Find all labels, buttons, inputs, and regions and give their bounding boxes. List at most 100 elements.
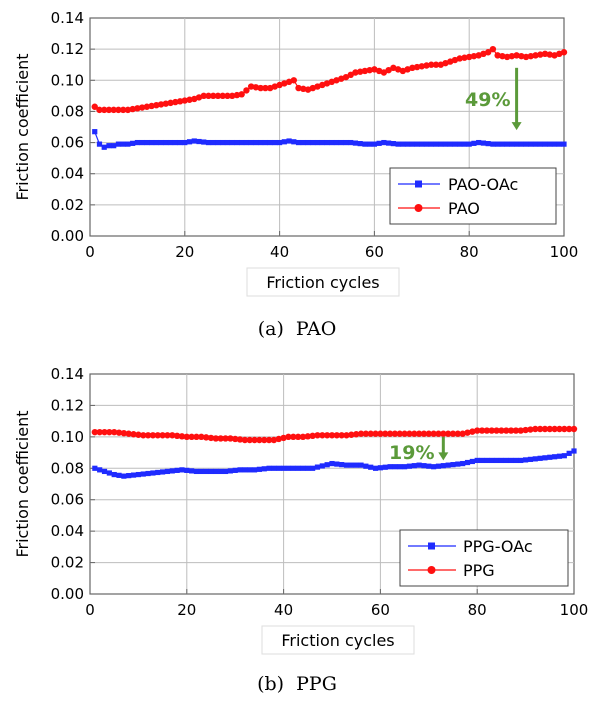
data-point-pao-oac: [182, 139, 188, 146]
data-point-pao-oac: [509, 141, 515, 147]
data-point-ppg: [130, 431, 137, 438]
y-tick-labels: 0.00 0.02 0.04 0.06 0.08 0.10 0.12 0.14: [51, 365, 84, 603]
data-point-pao: [157, 101, 165, 108]
data-point-ppg: [459, 430, 466, 437]
data-point-ppg: [386, 430, 394, 437]
data-point-ppg-oac: [542, 455, 548, 461]
legend-marker-ppg-oac: [428, 542, 435, 550]
data-point-pao: [461, 54, 468, 61]
data-point-pao-oac: [229, 139, 235, 146]
data-point-ppg-oac: [97, 467, 103, 473]
data-point-ppg-oac: [382, 464, 388, 470]
data-point-ppg-oac: [523, 457, 529, 463]
data-point-pao: [172, 98, 179, 106]
data-point-pao: [342, 73, 350, 81]
data-point-ppg-oac: [518, 457, 524, 464]
data-point-pao-oac: [139, 139, 145, 146]
data-point-pao-oac: [367, 141, 373, 147]
y-tick-label: 0.06: [51, 491, 84, 509]
chart-ppg: 0.00 0.02 0.04 0.06 0.08 0.10 0.12 0.14 0 20 40 60…: [13, 365, 588, 695]
data-point-ppg: [188, 433, 195, 441]
data-point-pao-oac: [476, 139, 482, 146]
data-point-ppg: [396, 430, 403, 437]
data-point-pao: [115, 106, 122, 114]
data-point-ppg: [507, 427, 515, 434]
data-point-pao-oac: [490, 141, 496, 147]
data-point-ppg: [314, 432, 321, 439]
y-tick-label: 0.14: [51, 365, 84, 383]
data-point-pao: [527, 52, 535, 60]
legend-label-pao: PAO: [448, 199, 480, 218]
data-point-ppg-oac: [406, 463, 413, 469]
data-point-ppg-oac: [561, 453, 567, 459]
data-point-ppg-oac: [256, 466, 262, 472]
data-point-pao-oac: [258, 139, 264, 146]
data-point-pao: [200, 92, 207, 100]
x-tick-label: 80: [468, 601, 487, 619]
data-point-ppg-oac: [339, 462, 345, 468]
data-point-ppg: [256, 436, 263, 444]
data-point-pao-oac: [163, 139, 169, 146]
data-point-pao: [546, 51, 553, 58]
data-point-pao: [153, 102, 160, 109]
data-point-ppg-oac: [334, 461, 340, 467]
data-point-pao-oac: [205, 139, 212, 146]
data-point-ppg-oac: [440, 463, 446, 469]
data-point-ppg: [377, 430, 384, 437]
data-point-pao-oac: [186, 139, 193, 145]
data-point-pao: [143, 103, 151, 110]
data-point-pao-oac: [556, 141, 562, 147]
data-point-ppg-oac: [566, 450, 572, 456]
data-point-ppg-oac: [435, 463, 442, 469]
data-point-ppg: [551, 425, 558, 433]
data-point-ppg-oac: [203, 468, 209, 475]
y-tick-label: 0.04: [51, 165, 84, 183]
data-point-ppg: [353, 431, 360, 438]
data-point-ppg-oac: [155, 469, 161, 476]
data-point-pao-oac: [286, 138, 292, 144]
data-point-ppg-oac: [208, 468, 214, 475]
data-point-ppg-oac: [145, 470, 151, 477]
data-point-pao: [210, 92, 217, 100]
data-point-pao-oac: [191, 138, 197, 144]
data-point-ppg-oac: [387, 464, 393, 470]
data-point-pao: [423, 62, 430, 69]
data-point-ppg: [357, 430, 365, 437]
data-point-ppg: [541, 425, 549, 433]
data-point-pao: [176, 98, 184, 105]
data-point-pao: [494, 52, 501, 59]
data-point-ppg: [546, 425, 553, 433]
data-point-ppg-oac: [106, 470, 112, 476]
data-point-pao-oac: [348, 139, 354, 146]
data-point-ppg: [232, 435, 239, 443]
data-point-pao-oac: [201, 139, 207, 145]
data-point-pao: [409, 64, 416, 72]
data-point-pao-oac: [329, 139, 335, 146]
data-point-pao: [205, 92, 212, 100]
legend-marker-ppg: [427, 566, 436, 574]
data-point-pao-oac: [433, 141, 439, 147]
data-point-pao-oac: [272, 139, 278, 146]
data-point-ppg: [561, 425, 568, 433]
data-point-pao: [124, 106, 132, 114]
y-tick-label: 0.12: [51, 396, 84, 414]
data-point-pao-oac: [357, 141, 363, 147]
data-point-ppg-oac: [513, 457, 519, 464]
y-tick-label: 0.14: [51, 9, 84, 27]
y-tick-labels: 0.00 0.02 0.04 0.06 0.08 0.10 0.12 0.14: [51, 9, 84, 245]
data-point-pao: [290, 77, 298, 84]
data-point-ppg-oac: [295, 465, 301, 471]
data-point-ppg-oac: [353, 462, 359, 468]
data-point-pao-oac: [291, 139, 297, 145]
legend-box: [389, 167, 557, 225]
data-point-pao: [247, 83, 255, 90]
data-point-ppg-oac: [464, 459, 471, 466]
data-point-ppg: [406, 430, 413, 437]
data-point-pao: [134, 105, 141, 112]
x-tick-label: 0: [85, 601, 95, 619]
data-point-pao-oac: [404, 141, 411, 147]
data-point-pao-oac: [243, 139, 250, 146]
data-point-pao-oac: [532, 141, 539, 147]
data-point-ppg: [517, 427, 524, 434]
data-point-pao: [352, 69, 359, 76]
